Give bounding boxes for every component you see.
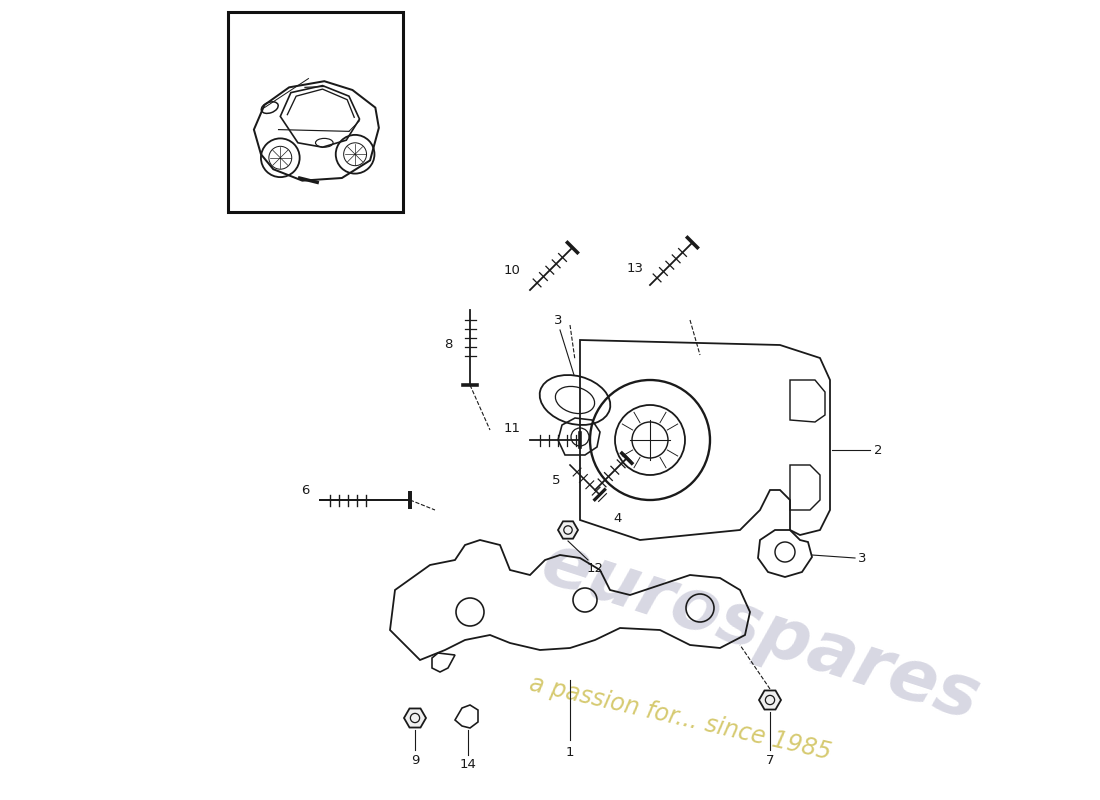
Text: 8: 8 <box>443 338 452 351</box>
Text: 12: 12 <box>586 562 604 574</box>
Text: 3: 3 <box>858 551 867 565</box>
Text: 2: 2 <box>873 443 882 457</box>
Text: 13: 13 <box>627 262 644 274</box>
Text: 5: 5 <box>552 474 560 486</box>
Text: 1: 1 <box>565 746 574 758</box>
Text: 9: 9 <box>410 754 419 766</box>
Text: 11: 11 <box>504 422 520 434</box>
Text: 14: 14 <box>460 758 476 771</box>
Polygon shape <box>404 709 426 727</box>
Polygon shape <box>759 690 781 710</box>
Text: 7: 7 <box>766 754 774 766</box>
Text: 10: 10 <box>504 263 520 277</box>
Polygon shape <box>558 522 578 538</box>
Text: a passion for... since 1985: a passion for... since 1985 <box>527 672 833 765</box>
Bar <box>228 12 403 212</box>
Text: 3: 3 <box>553 314 562 326</box>
Text: 4: 4 <box>614 511 623 525</box>
Text: eurospares: eurospares <box>532 528 988 735</box>
Text: 6: 6 <box>300 483 309 497</box>
